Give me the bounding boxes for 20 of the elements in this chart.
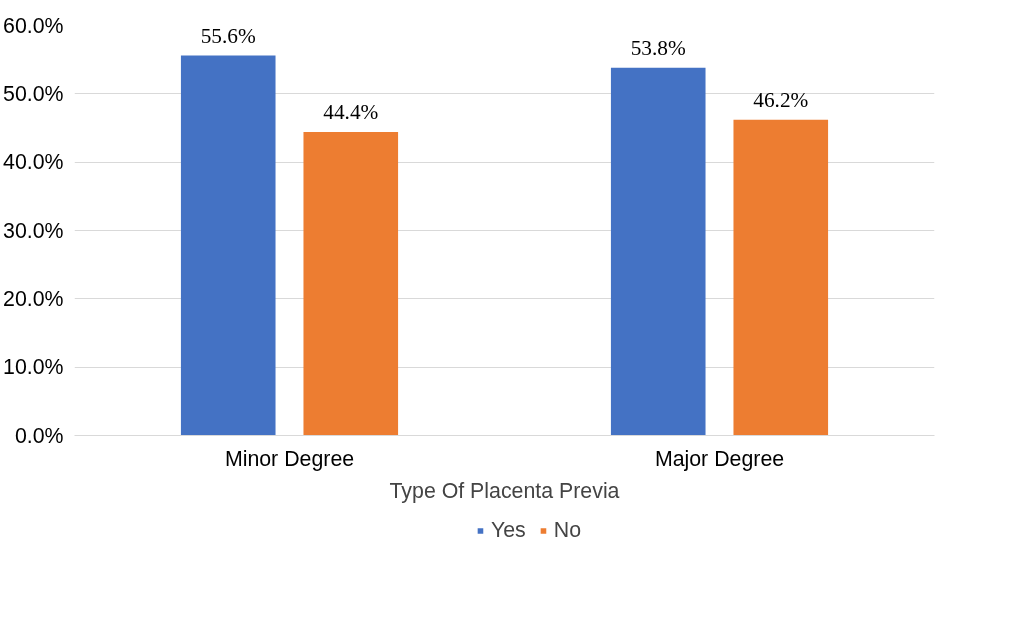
x-axis-title: Type Of Placenta Previa <box>389 478 620 503</box>
y-tick-label: 50.0% <box>3 81 64 106</box>
bar <box>303 132 399 436</box>
x-tick-label: Minor Degree <box>224 446 355 471</box>
y-tick-label: 20.0% <box>3 286 64 311</box>
y-tick-label: 0.0% <box>14 423 64 448</box>
y-tick-label: 40.0% <box>3 150 64 175</box>
y-tick-label: 30.0% <box>3 218 64 243</box>
bar <box>733 119 829 436</box>
data-label: 55.6% <box>200 23 256 48</box>
data-label: 46.2% <box>753 87 809 112</box>
data-label: 53.8% <box>630 35 686 60</box>
x-tick-label: Major Degree <box>654 446 785 471</box>
bar <box>610 67 706 436</box>
y-tick-label: 60.0% <box>3 13 64 38</box>
data-label: 44.4% <box>323 100 379 125</box>
y-tick-label: 10.0% <box>3 355 64 380</box>
bar <box>180 55 276 436</box>
legend-label: No <box>553 517 582 543</box>
legend-label: Yes <box>490 517 526 543</box>
